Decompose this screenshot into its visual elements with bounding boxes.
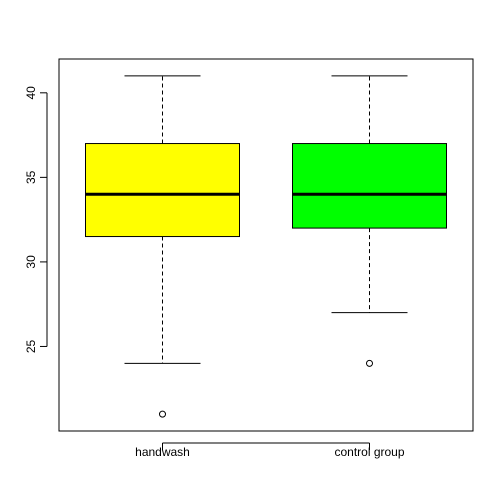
outlier-point (159, 410, 166, 418)
y-tick-label: 25 (24, 339, 38, 353)
plot-frame (58, 58, 474, 432)
y-axis: 25 30 35 40 (24, 86, 48, 353)
y-tick-label: 35 (24, 170, 38, 184)
x-tick-label: handwash (135, 445, 190, 459)
box-body (292, 143, 447, 229)
box-body (85, 143, 240, 238)
box-1 (85, 75, 240, 418)
y-tick-label: 30 (24, 255, 38, 269)
outlier-point (366, 359, 373, 367)
y-tick-label: 40 (24, 86, 38, 100)
box-group (85, 75, 447, 418)
x-axis: handwash control group (135, 442, 405, 459)
x-tick-label: control group (334, 445, 404, 459)
box-2 (292, 75, 447, 367)
